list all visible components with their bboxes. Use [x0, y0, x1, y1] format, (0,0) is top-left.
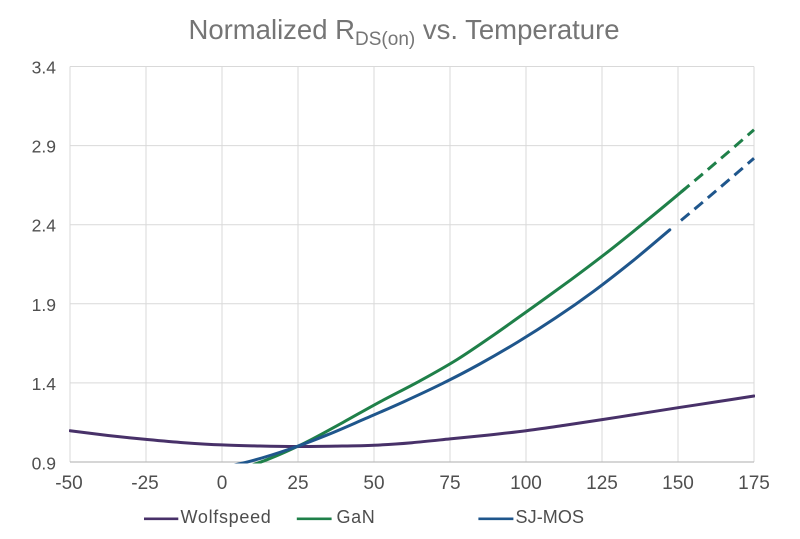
svg-text:-50: -50	[55, 473, 82, 494]
svg-text:0: 0	[217, 473, 228, 494]
svg-text:75: 75	[439, 473, 460, 494]
svg-text:Normalized RDS(on) vs. Tempera: Normalized RDS(on) vs. Temperature	[188, 14, 619, 50]
svg-text:Wolfspeed: Wolfspeed	[181, 507, 272, 527]
svg-text:150: 150	[662, 473, 694, 494]
svg-text:25: 25	[287, 473, 308, 494]
svg-text:2.9: 2.9	[32, 137, 56, 157]
svg-text:SJ-MOS: SJ-MOS	[516, 507, 585, 527]
svg-text:125: 125	[586, 473, 618, 494]
svg-text:3.4: 3.4	[32, 58, 57, 78]
svg-text:0.9: 0.9	[32, 454, 56, 474]
svg-text:175: 175	[738, 473, 770, 494]
svg-text:1.9: 1.9	[32, 295, 56, 315]
svg-text:-25: -25	[131, 473, 158, 494]
svg-text:1.4: 1.4	[32, 374, 57, 394]
svg-text:100: 100	[510, 473, 542, 494]
svg-text:GaN: GaN	[337, 507, 376, 527]
svg-text:50: 50	[363, 473, 384, 494]
svg-text:2.4: 2.4	[32, 216, 57, 236]
